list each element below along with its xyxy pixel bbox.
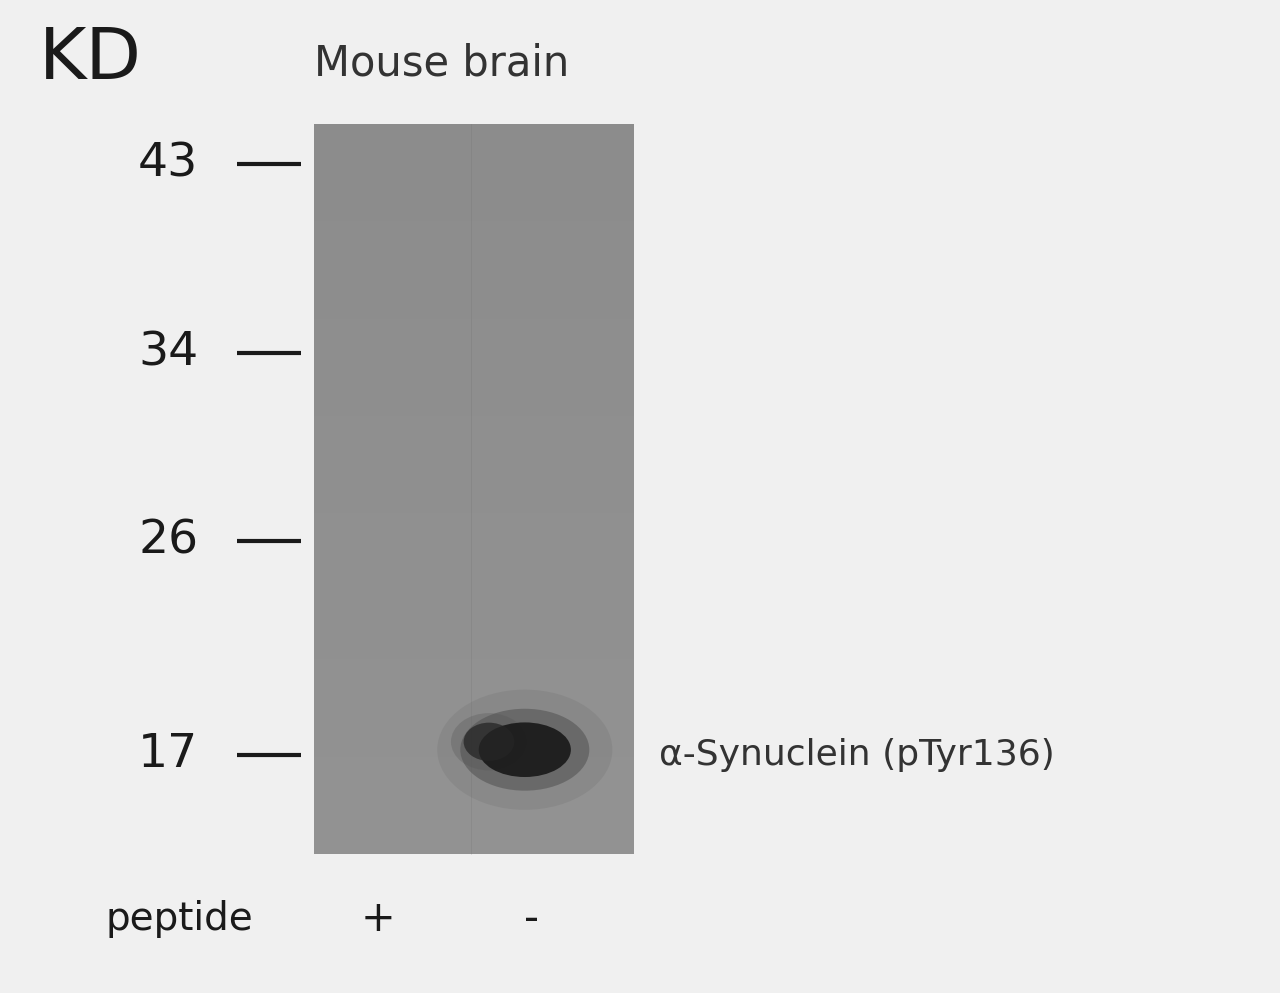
Bar [314, 465, 634, 489]
Text: 26: 26 [138, 518, 198, 564]
Bar [314, 562, 634, 586]
Bar [314, 489, 634, 513]
Bar [314, 416, 634, 441]
Bar [314, 124, 634, 854]
Bar [314, 148, 634, 173]
Ellipse shape [479, 723, 571, 777]
Ellipse shape [463, 723, 515, 761]
Text: +: + [360, 898, 396, 939]
Bar [314, 197, 634, 221]
Text: Mouse brain: Mouse brain [314, 43, 570, 84]
Bar [314, 319, 634, 344]
Bar [314, 733, 634, 757]
Ellipse shape [461, 709, 589, 790]
Text: 34: 34 [138, 330, 198, 375]
Bar [314, 513, 634, 538]
Bar [314, 245, 634, 270]
Bar [314, 757, 634, 780]
Bar [314, 392, 634, 416]
Text: 43: 43 [138, 141, 198, 187]
Bar [314, 830, 634, 854]
Text: 17: 17 [138, 732, 198, 778]
Text: peptide: peptide [105, 900, 253, 937]
Ellipse shape [438, 689, 612, 810]
Bar [314, 611, 634, 636]
Text: KD: KD [38, 25, 141, 93]
Text: α-Synuclein (pTyr136): α-Synuclein (pTyr136) [659, 738, 1055, 772]
Ellipse shape [451, 713, 527, 771]
Text: -: - [524, 898, 539, 939]
Bar [314, 659, 634, 683]
Bar [314, 124, 634, 148]
Bar [314, 270, 634, 294]
Bar [314, 780, 634, 805]
Bar [314, 708, 634, 733]
Bar [314, 538, 634, 562]
Bar [314, 586, 634, 611]
Bar [314, 344, 634, 367]
Bar [314, 636, 634, 659]
Bar [314, 805, 634, 830]
Bar [314, 367, 634, 392]
Bar [314, 294, 634, 319]
Bar [314, 441, 634, 465]
Bar [314, 173, 634, 197]
Bar [314, 221, 634, 245]
Bar [314, 683, 634, 708]
